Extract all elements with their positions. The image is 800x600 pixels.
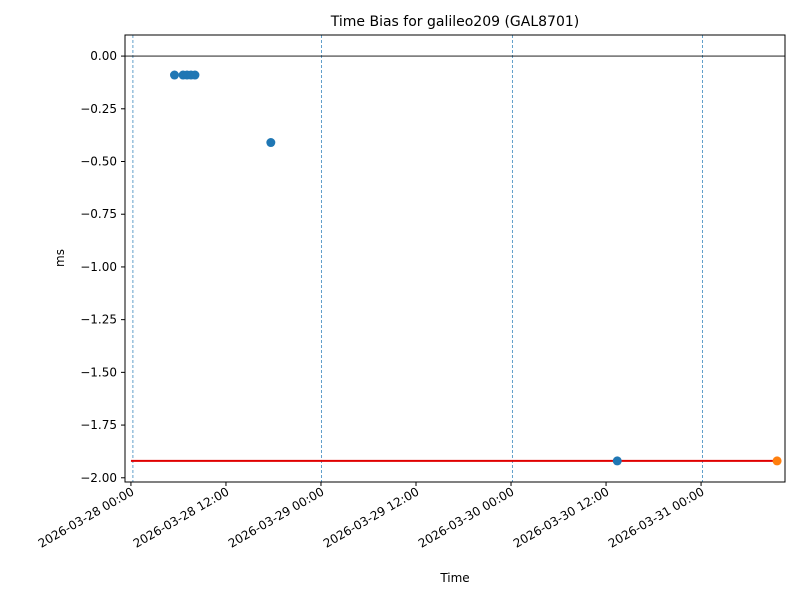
y-tick-label: −1.50 — [80, 365, 117, 379]
y-tick-label: 0.00 — [90, 49, 117, 63]
plot-frame — [124, 34, 786, 483]
y-tick-label: −2.00 — [80, 471, 117, 485]
point — [190, 70, 200, 80]
point — [169, 70, 179, 80]
x-axis-label: Time — [439, 571, 469, 585]
point — [266, 138, 276, 148]
y-tick-label: −0.25 — [80, 102, 117, 116]
y-tick-label: −0.75 — [80, 207, 117, 221]
y-tick-label: −1.00 — [80, 260, 117, 274]
y-tick-label: −1.75 — [80, 418, 117, 432]
y-axis-label: ms — [53, 249, 67, 267]
point — [772, 456, 782, 466]
point — [612, 456, 622, 466]
chart-title: Time Bias for galileo209 (GAL8701) — [330, 14, 580, 30]
y-tick-label: −1.25 — [80, 313, 117, 327]
y-tick-label: −0.50 — [80, 155, 117, 169]
